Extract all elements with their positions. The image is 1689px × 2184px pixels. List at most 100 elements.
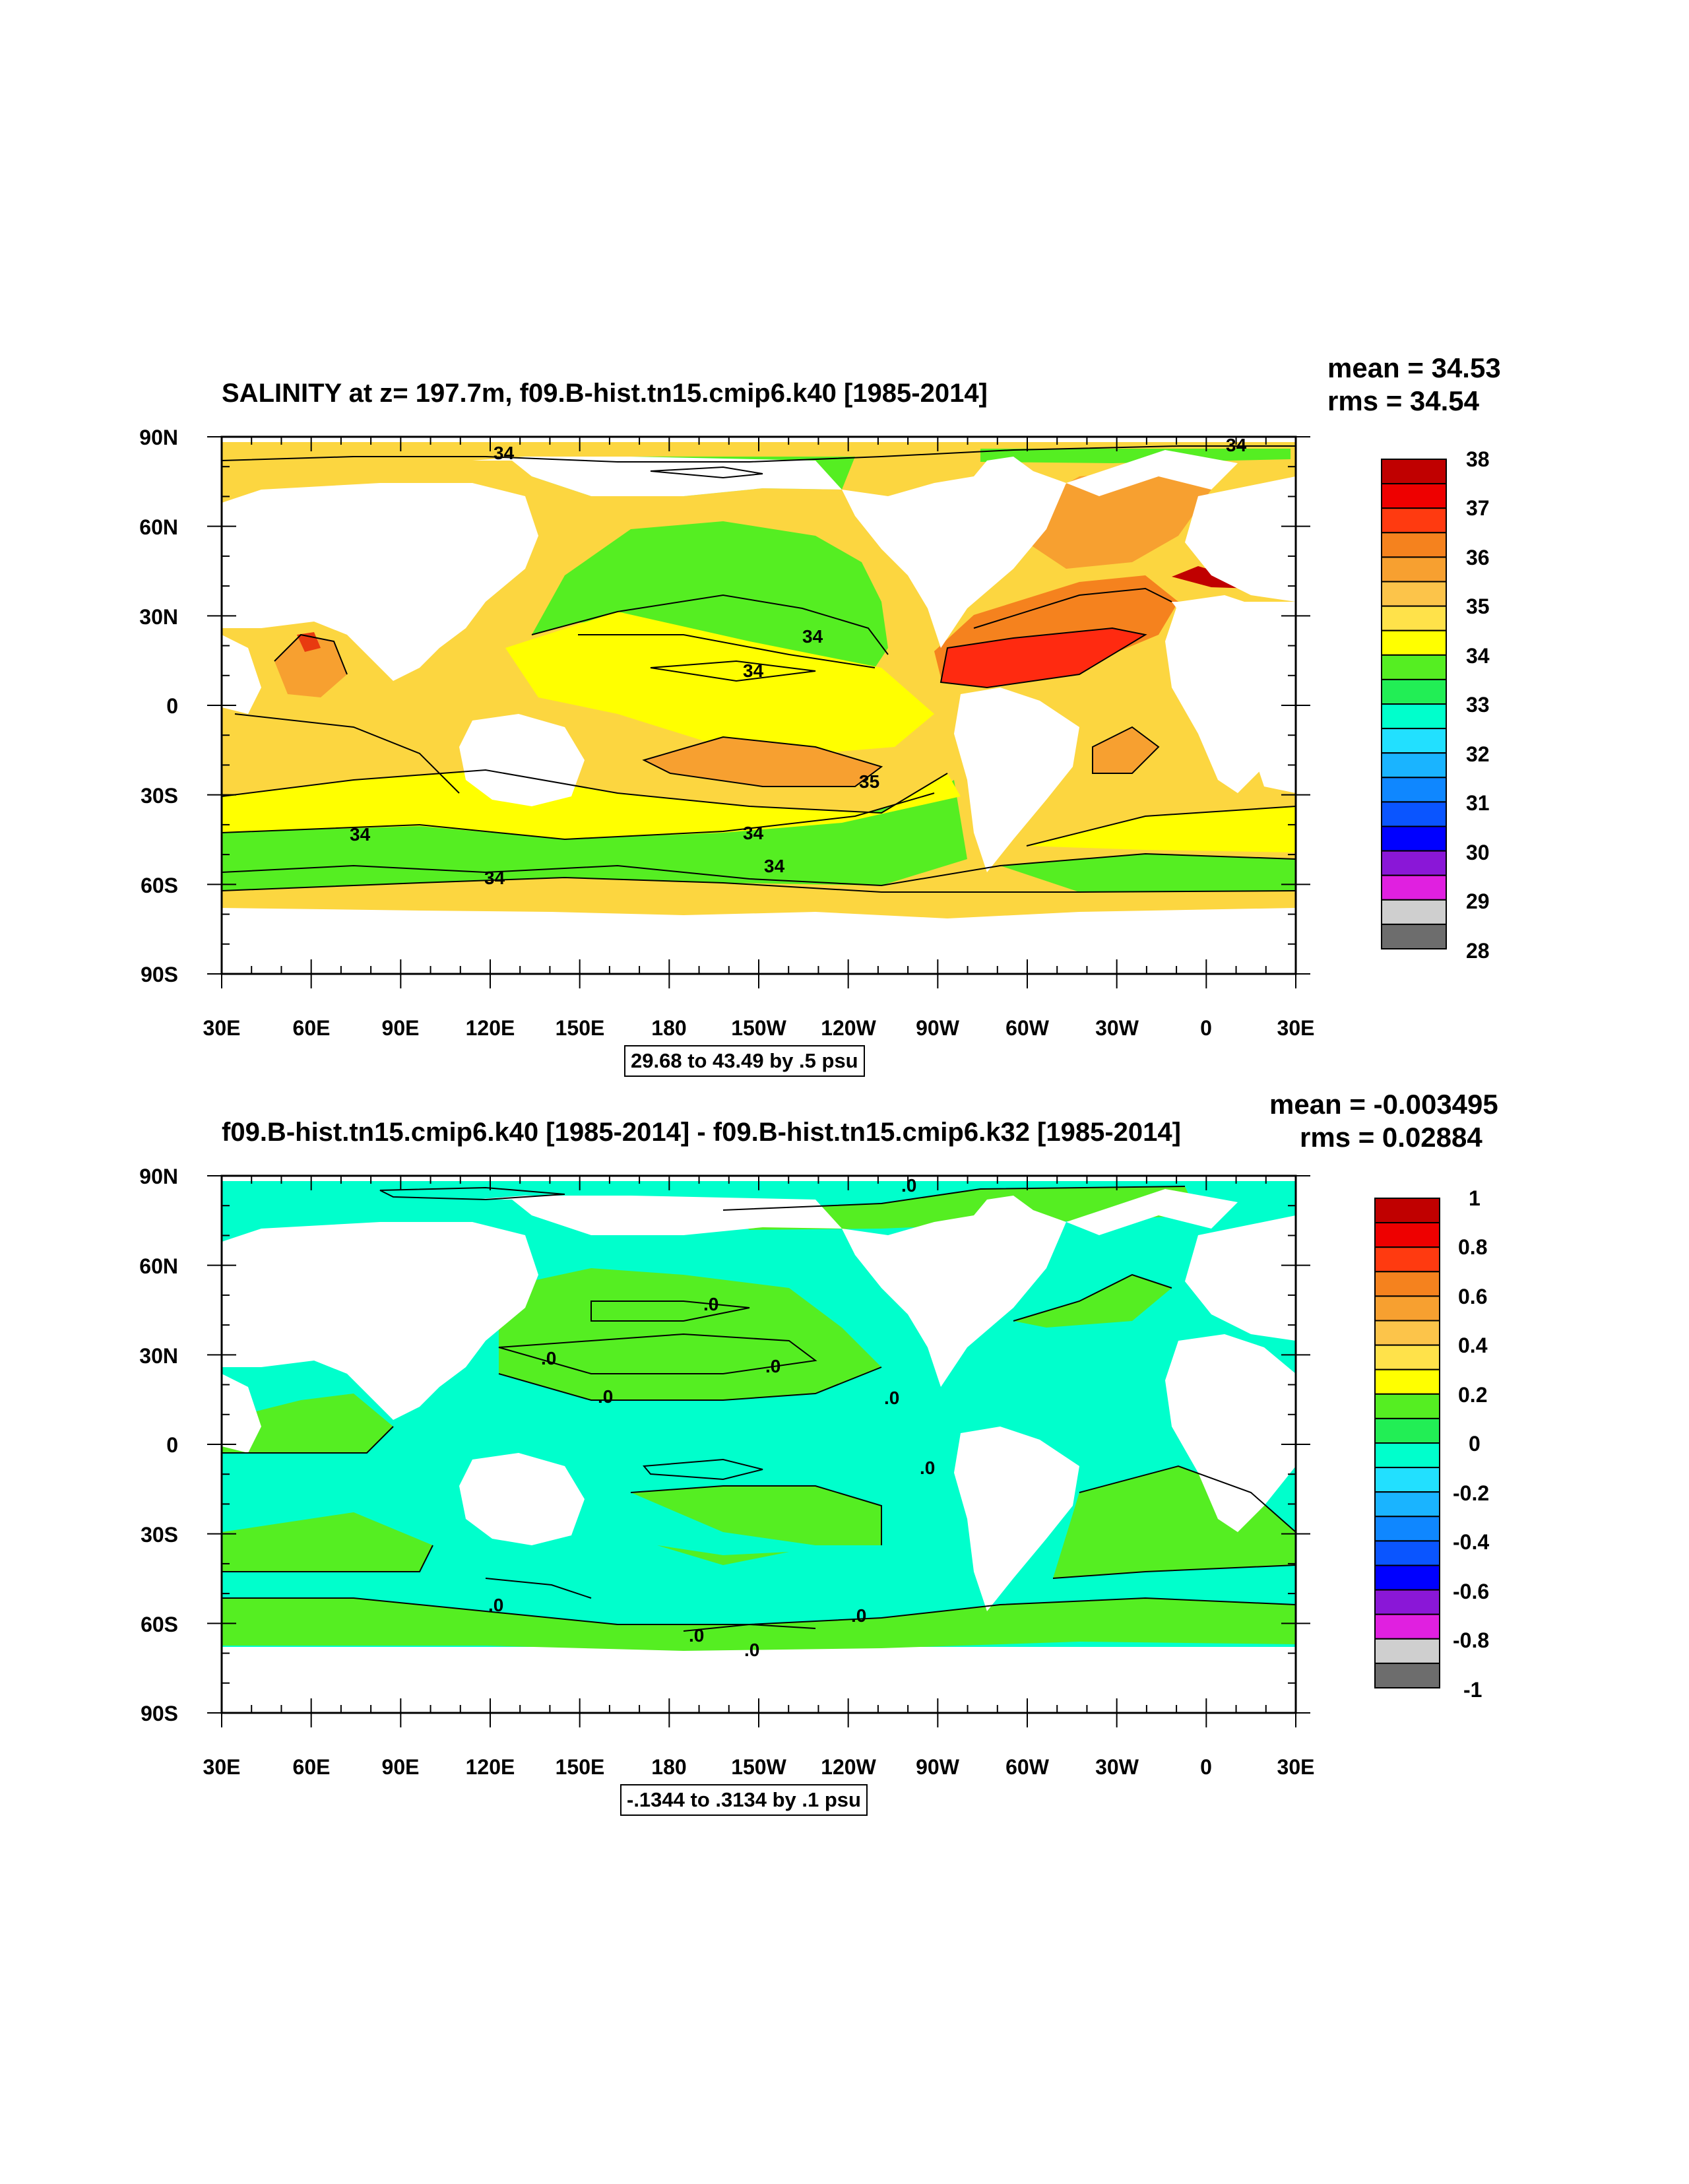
y-tick-label: 60N [139,515,178,539]
colorbar-swatch [1374,1222,1440,1248]
colorbar-label: 38 [1466,447,1490,471]
x-tick-label: 90E [381,1016,420,1040]
colorbar-label: 36 [1466,546,1490,569]
map-plot: .0 .0 .0 .0 .0 .0 .0 .0 .0 .0 .0 [207,1174,1310,1727]
contour-label: 34 [494,443,515,463]
x-tick-label: 30E [1277,1016,1315,1040]
colorbar-swatch [1374,1540,1440,1566]
y-tick-label: 0 [166,694,178,718]
contour-label: .0 [703,1294,718,1314]
contour-label: 35 [859,771,879,792]
contour-label: .0 [884,1388,899,1408]
x-tick-label: 30W [1095,1016,1139,1040]
contour-label: .0 [901,1175,916,1196]
x-tick-label: 150E [555,1016,605,1040]
colorbar-swatch [1374,1638,1440,1664]
colorbar-label: 0.6 [1458,1285,1488,1308]
y-tick-label: 60N [139,1254,178,1278]
colorbar-swatch [1381,703,1447,730]
y-tick-label: 90N [139,1165,178,1188]
x-tick-label: 150E [555,1755,605,1779]
colorbar-swatch [1374,1246,1440,1273]
colorbar [1374,1198,1440,1689]
colorbar-swatch [1381,752,1447,779]
x-tick-label: 30E [1277,1755,1315,1779]
rms-stat: rms = 34.54 [1327,385,1480,416]
colorbar-label: 0.8 [1458,1235,1488,1259]
colorbar-label: 31 [1466,791,1490,815]
colorbar-label: 0.2 [1458,1383,1488,1407]
x-tick-label: 120E [465,1755,515,1779]
contour-label: .0 [598,1386,613,1407]
colorbar-swatch [1381,532,1447,558]
axis-ticks [207,1175,1310,1727]
colorbar-swatch [1374,1442,1440,1469]
contour-label: 34 [743,823,764,843]
colorbar-label: 0.4 [1458,1333,1488,1357]
colorbar-swatch [1374,1662,1440,1689]
y-tick-label: 60S [141,874,178,897]
colorbar-label: -0.4 [1453,1530,1490,1554]
colorbar-label: 34 [1466,644,1490,668]
contour-label: .0 [920,1458,935,1478]
x-tick-label: 120W [821,1016,876,1040]
colorbar-swatch [1381,654,1447,680]
x-tick-label: 30E [203,1016,241,1040]
contour-label: .0 [765,1356,781,1376]
colorbar-swatch [1374,1417,1440,1444]
y-tick-label: 60S [141,1613,178,1636]
contour-info-box: 29.68 to 43.49 by .5 psu [624,1045,865,1077]
x-tick-label: 180 [651,1016,687,1040]
colorbar-swatch [1374,1516,1440,1542]
colorbar-swatch [1381,581,1447,607]
x-tick-label: 0 [1200,1755,1212,1779]
colorbar-label: 35 [1466,594,1490,618]
colorbar-swatch [1381,923,1447,950]
x-tick-label: 60E [292,1755,331,1779]
y-tick-label: 0 [166,1433,178,1457]
colorbar-swatch [1381,629,1447,656]
colorbar-swatch [1381,899,1447,925]
colorbar-label: -0.2 [1453,1481,1490,1505]
x-tick-label: 150W [731,1016,786,1040]
colorbar-swatch [1374,1467,1440,1493]
y-tick-label: 30N [139,605,178,629]
colorbar-swatch [1381,507,1447,534]
colorbar-swatch [1381,678,1447,705]
colorbar-label: 29 [1466,889,1490,913]
panel-title: SALINITY at z= 197.7m, f09.B-hist.tn15.c… [222,379,988,408]
colorbar-swatch [1374,1198,1440,1224]
x-tick-label: 90E [381,1755,420,1779]
x-tick-label: 150W [731,1755,786,1779]
colorbar-swatch [1374,1271,1440,1297]
x-tick-label: 120E [465,1016,515,1040]
map-plot: 34 34 34 34 35 34 34 34 34 [207,435,1310,988]
y-tick-label: 90S [141,963,178,986]
colorbar-swatch [1381,874,1447,901]
colorbar-label: 37 [1466,496,1490,520]
x-tick-label: 90W [916,1755,959,1779]
x-tick-label: 60E [292,1016,331,1040]
x-tick-label: 30W [1095,1755,1139,1779]
colorbar-swatch [1374,1589,1440,1615]
colorbar-swatch [1381,605,1447,631]
colorbar-swatch [1381,850,1447,876]
contour-label: 34 [350,824,371,845]
contour-label: 34 [802,626,823,647]
x-tick-label: 60W [1005,1755,1049,1779]
x-tick-label: 60W [1005,1016,1049,1040]
y-tick-label: 30S [141,1523,178,1547]
colorbar-label: 32 [1466,742,1490,766]
x-tick-label: 90W [916,1016,959,1040]
colorbar-swatch [1374,1295,1440,1322]
contour-label: .0 [744,1640,759,1660]
colorbar-swatch [1381,556,1447,583]
contour-label: 34 [743,660,764,681]
colorbar-label: 33 [1466,693,1490,717]
colorbar-swatch [1374,1564,1440,1591]
axis-ticks [207,436,1310,988]
contour-label: 34 [764,856,785,876]
y-tick-label: 90S [141,1702,178,1725]
rms-stat: rms = 0.02884 [1300,1122,1482,1153]
y-tick-label: 90N [139,426,178,449]
